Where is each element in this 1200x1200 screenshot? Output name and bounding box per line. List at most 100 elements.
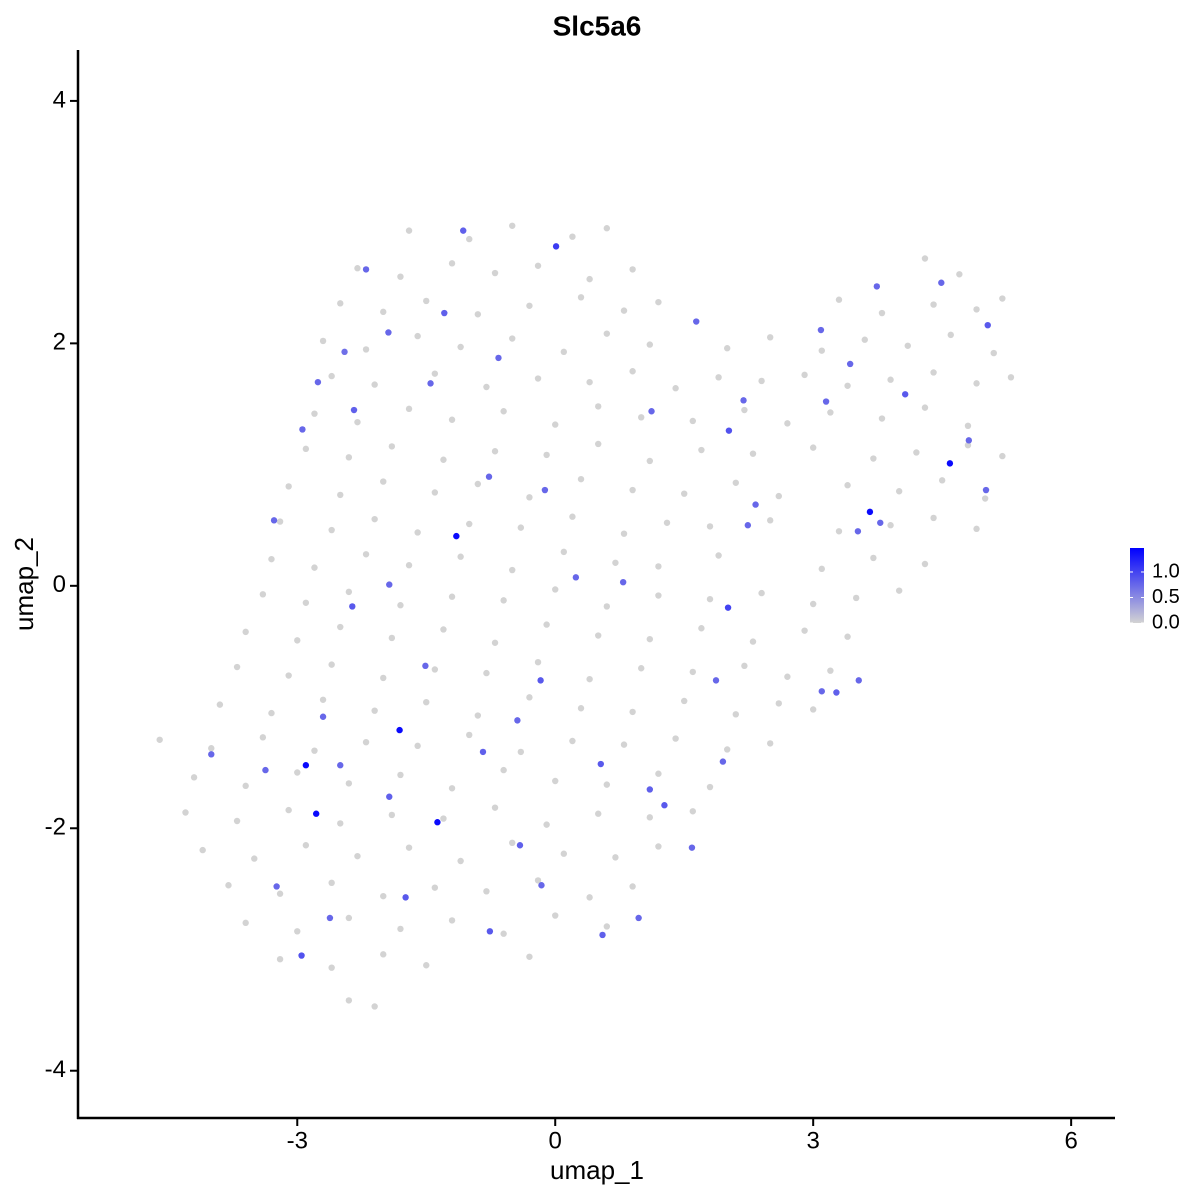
point	[552, 912, 559, 919]
point	[552, 421, 559, 428]
y-tick-label: 0	[53, 571, 66, 598]
point	[457, 343, 464, 351]
point	[457, 553, 464, 560]
point	[560, 548, 568, 556]
point	[423, 962, 430, 969]
point	[784, 673, 791, 680]
point	[597, 760, 604, 768]
point	[298, 952, 305, 959]
point	[740, 397, 747, 404]
point	[440, 626, 447, 633]
point	[552, 586, 559, 593]
point	[486, 928, 494, 935]
point	[965, 437, 973, 444]
point	[386, 581, 393, 588]
point	[441, 309, 448, 317]
point	[457, 857, 464, 865]
point	[681, 697, 688, 705]
point	[964, 441, 972, 449]
point	[337, 623, 344, 631]
point	[345, 997, 353, 1004]
point	[586, 378, 593, 386]
point	[646, 341, 654, 348]
point	[251, 855, 258, 862]
point	[526, 953, 533, 960]
point	[715, 374, 722, 381]
point	[341, 348, 348, 356]
point	[405, 405, 413, 413]
point	[835, 296, 843, 303]
point	[434, 819, 441, 826]
point	[485, 473, 493, 480]
point	[233, 817, 241, 825]
point	[514, 717, 521, 724]
point	[270, 517, 278, 524]
point	[500, 408, 507, 415]
point	[495, 354, 502, 362]
point	[294, 928, 301, 935]
x-tick-label: 3	[807, 1127, 820, 1154]
point	[689, 668, 697, 676]
point	[208, 751, 215, 758]
point	[276, 890, 284, 897]
point	[635, 914, 642, 922]
point	[337, 491, 344, 499]
point	[1007, 374, 1015, 381]
point	[534, 658, 542, 666]
point	[242, 919, 249, 927]
point	[895, 587, 903, 594]
point	[431, 666, 439, 673]
point	[448, 260, 456, 267]
point	[854, 528, 862, 535]
point	[299, 426, 306, 433]
point	[526, 694, 533, 701]
point	[466, 731, 473, 739]
point	[901, 391, 909, 398]
point	[706, 595, 714, 603]
point	[386, 793, 393, 800]
point	[895, 488, 903, 495]
point	[543, 451, 550, 459]
point	[603, 225, 611, 232]
point	[603, 781, 611, 788]
point	[698, 625, 705, 632]
point	[724, 604, 732, 611]
point	[371, 515, 378, 523]
point	[619, 578, 627, 586]
point	[982, 486, 990, 494]
point	[216, 701, 224, 708]
chart-title: Slc5a6	[553, 10, 642, 41]
point	[612, 854, 619, 861]
point	[182, 809, 189, 816]
point	[233, 663, 241, 671]
point	[818, 565, 825, 573]
point	[595, 440, 602, 448]
point	[629, 486, 636, 494]
point	[688, 844, 696, 851]
point	[517, 524, 525, 531]
point	[362, 738, 370, 746]
point	[302, 762, 310, 769]
point	[620, 530, 628, 537]
point	[312, 810, 320, 817]
y-axis-label: umap_2	[9, 537, 39, 631]
point	[689, 417, 697, 425]
point	[706, 783, 714, 791]
point	[719, 758, 727, 765]
point	[744, 522, 752, 529]
point	[414, 742, 421, 750]
point	[448, 785, 456, 792]
point	[242, 628, 249, 636]
point	[603, 923, 611, 930]
point	[846, 360, 854, 368]
point	[302, 599, 310, 606]
point	[603, 330, 611, 337]
point	[873, 283, 881, 290]
point	[878, 415, 886, 422]
point	[984, 321, 991, 329]
point	[262, 766, 269, 774]
point	[516, 842, 524, 849]
point	[655, 592, 662, 599]
point	[285, 806, 292, 814]
